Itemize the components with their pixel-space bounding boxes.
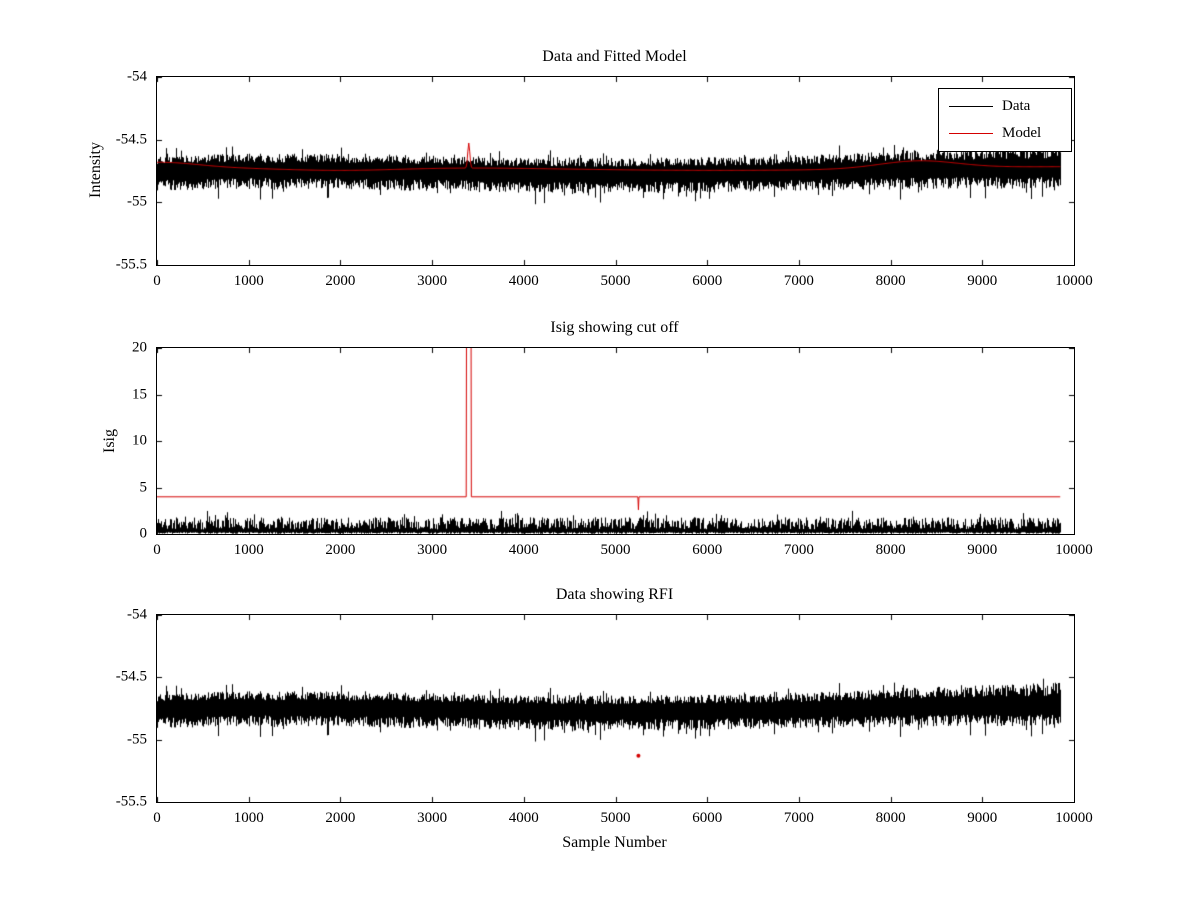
x-tick-label: 0 <box>153 542 161 558</box>
x-tick-label: 2000 <box>325 273 356 289</box>
x-tick-label: 4000 <box>508 542 539 558</box>
x-tick-label: 5000 <box>600 542 631 558</box>
legend-line-sample-data <box>949 106 993 108</box>
x-tick-label: 6000 <box>692 542 723 558</box>
legend-entry-data: Data <box>939 98 1071 115</box>
x-tick-label: 3000 <box>417 542 448 558</box>
y-tick-label: 0 <box>139 525 148 542</box>
x-tick-label: 8000 <box>875 542 906 558</box>
y-tick-label: -55 <box>127 193 147 210</box>
y-tick-label: 5 <box>139 479 148 495</box>
x-tick-label: 3000 <box>417 273 448 289</box>
subplot2-canvas <box>157 348 1074 534</box>
subplot3-canvas <box>157 615 1074 802</box>
y-tick-label: -54.5 <box>115 668 147 685</box>
y-tick-label: -55 <box>127 731 147 748</box>
x-tick-label: 0 <box>153 273 161 289</box>
y-tick-label: -54 <box>127 606 147 623</box>
x-tick-label: 9000 <box>967 542 998 558</box>
x-tick-label: 8000 <box>875 273 906 289</box>
x-tick-label: 3000 <box>417 810 448 826</box>
legend-line-sample-model <box>949 132 993 134</box>
legend: Data Model <box>938 88 1072 152</box>
subplot3-plot-area <box>156 614 1075 803</box>
y-tick-label: 20 <box>132 339 147 356</box>
x-tick-label: 4000 <box>508 273 539 289</box>
subplot1-ylabel: Intensity <box>87 142 104 198</box>
x-tick-label: 9000 <box>967 810 998 826</box>
subplot3-title: Data showing RFI <box>555 586 674 603</box>
x-tick-label: 0 <box>153 810 161 826</box>
legend-label-data: Data <box>1002 98 1031 115</box>
x-tick-label: 2000 <box>325 542 356 558</box>
subplot2-title: Isig showing cut off <box>550 319 679 336</box>
x-tick-label: 1000 <box>233 810 264 826</box>
x-tick-label: 6000 <box>692 273 723 289</box>
y-tick-label: 10 <box>132 432 147 449</box>
x-tick-label: 7000 <box>783 273 814 289</box>
x-tick-label: 6000 <box>692 810 723 826</box>
subplot2-plot-area <box>156 347 1075 535</box>
x-tick-label: 10000 <box>1055 810 1093 826</box>
x-tick-label: 5000 <box>600 810 631 826</box>
subplot1-title: Data and Fitted Model <box>542 48 687 65</box>
x-tick-label: 7000 <box>783 810 814 826</box>
x-tick-label: 8000 <box>875 810 906 826</box>
x-tick-label: 1000 <box>233 273 264 289</box>
y-tick-label: 15 <box>132 386 147 402</box>
x-tick-label: 2000 <box>325 810 356 826</box>
x-tick-label: 9000 <box>967 273 998 289</box>
x-axis-label: Sample Number <box>562 834 667 851</box>
x-tick-label: 4000 <box>508 810 539 826</box>
legend-entry-model: Model <box>939 125 1071 142</box>
x-tick-label: 10000 <box>1055 542 1093 558</box>
y-tick-label: -54 <box>127 68 147 85</box>
x-tick-label: 7000 <box>783 542 814 558</box>
y-tick-label: -54.5 <box>115 131 147 148</box>
legend-label-model: Model <box>1002 124 1042 141</box>
x-tick-label: 10000 <box>1055 273 1093 289</box>
subplot1-canvas <box>157 77 1074 265</box>
x-tick-label: 5000 <box>600 273 631 289</box>
subplot1-plot-area <box>156 76 1075 266</box>
x-tick-label: 1000 <box>233 542 264 558</box>
y-tick-label: -55.5 <box>115 793 147 810</box>
y-tick-label: -55.5 <box>115 256 147 273</box>
